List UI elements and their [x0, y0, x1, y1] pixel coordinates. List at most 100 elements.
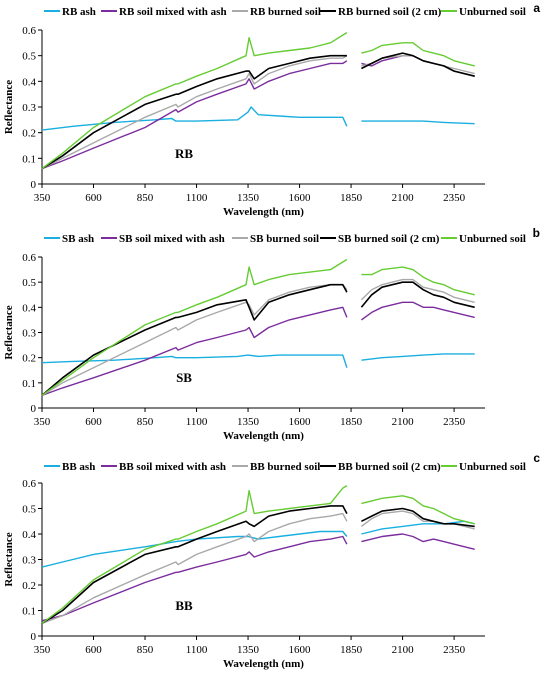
series-line-4-segment-2: [360, 281, 475, 309]
panel-label: BB: [175, 598, 193, 613]
x-tick-label: 850: [137, 192, 154, 204]
legend-entry: BB burned soil: [250, 461, 320, 473]
legend-entry: SB burned soil: [250, 233, 319, 245]
y-axis-title: Reflectance: [3, 80, 15, 134]
series-line-1-segment-1: [41, 106, 348, 131]
series-line-1-segment-2: [361, 120, 475, 125]
x-tick-label: 2100: [392, 644, 415, 656]
series-line-4-segment-2: [361, 507, 475, 528]
legend-entry: RB ash: [62, 6, 96, 18]
x-tick-label: 1350: [237, 644, 260, 656]
x-tick-label: 2100: [392, 416, 415, 428]
y-tick-label: 0.5: [22, 51, 36, 63]
x-tick-label: 1600: [289, 192, 312, 204]
y-tick-label: 0.4: [22, 529, 36, 541]
y-tick-label: 0.6: [22, 478, 36, 490]
series-line-5-segment-2: [361, 266, 475, 296]
x-tick-label: 350: [34, 416, 51, 428]
x-tick-label: 2100: [392, 192, 415, 204]
x-tick-label: 2350: [443, 192, 466, 204]
panel-label: RB: [175, 146, 193, 161]
chart-panel-c: 0 0.1 0.2 0.3 0.4 0.5 0.6 350 600 850 1100 1350 1600…: [3, 451, 540, 670]
y-tick-label: 0: [31, 179, 37, 191]
y-tick-label: 0.5: [22, 504, 36, 516]
series-line-3-segment-1: [41, 284, 348, 396]
y-tick-label: 0.6: [22, 252, 36, 264]
y-tick-label: 0.3: [22, 102, 36, 114]
y-axis-title: Reflectance: [3, 305, 15, 359]
y-tick-label: 0.4: [22, 302, 36, 314]
x-tick-label: 2350: [443, 416, 466, 428]
series-line-3-segment-1: [41, 55, 348, 170]
x-axis-title: Wavelength (nm): [223, 658, 304, 670]
x-tick-label: 1100: [186, 644, 208, 656]
y-tick-label: 0.1: [22, 153, 36, 165]
x-tick-label: 1600: [289, 644, 312, 656]
legend-entry: RB burned soil (2 cm): [338, 6, 442, 18]
series-line-1-segment-2: [361, 520, 475, 535]
legend-entry: BB burned soil (2 cm): [338, 461, 441, 473]
y-tick-label: 0.2: [22, 128, 36, 140]
y-tick-label: 0.1: [22, 606, 36, 618]
series-line-1-segment-2: [361, 353, 475, 361]
legend-entry: RB burned soil: [250, 6, 321, 18]
x-tick-label: 2350: [443, 644, 466, 656]
panel-letter: a: [533, 1, 540, 15]
x-tick-label: 850: [137, 644, 154, 656]
y-tick-label: 0.1: [22, 378, 36, 390]
y-tick-label: 0: [31, 403, 37, 415]
y-axis-title: Reflectance: [3, 532, 15, 586]
legend-entry: RB soil mixed with ash: [119, 6, 227, 18]
y-tick-label: 0.2: [22, 353, 36, 365]
series-line-4-segment-1: [41, 505, 348, 624]
x-tick-label: 350: [34, 192, 51, 204]
legend-entry: BB soil mixed with ash: [119, 461, 226, 473]
legend-entry: BB ash: [62, 461, 95, 473]
panel-letter: b: [533, 226, 540, 240]
series-line-1-segment-1: [41, 354, 348, 368]
x-tick-label: 600: [85, 192, 102, 204]
series-line-5-segment-2: [361, 42, 475, 67]
x-tick-label: 1100: [186, 192, 208, 204]
panel-letter: c: [533, 451, 540, 465]
series-line-2-segment-1: [41, 535, 348, 622]
chart-panel-a: 0 0.1 0.2 0.3 0.4 0.5 0.6 350 600 850 1100 1350 1600…: [3, 1, 540, 218]
series-line-5-segment-1: [41, 485, 348, 624]
series-line-2-segment-1: [41, 306, 348, 397]
y-tick-label: 0.2: [22, 580, 36, 592]
y-tick-label: 0: [31, 631, 37, 643]
legend-entry: SB burned soil (2 cm): [338, 233, 440, 245]
legend-entry: SB soil mixed with ash: [119, 233, 225, 245]
y-tick-label: 0.5: [22, 277, 36, 289]
series-line-5-segment-1: [41, 32, 348, 170]
y-tick-label: 0.4: [22, 76, 36, 88]
y-tick-label: 0.3: [22, 328, 36, 340]
series-line-3-segment-1: [41, 512, 348, 624]
series-line-2-segment-1: [41, 60, 348, 170]
y-tick-label: 0.3: [22, 555, 36, 567]
chart-panel-b: 0 0.1 0.2 0.3 0.4 0.5 0.6 350 600 850 1100 1350 1600…: [3, 226, 540, 442]
series-line-5-segment-2: [361, 495, 475, 525]
x-tick-label: 1100: [186, 416, 208, 428]
series-line-1-segment-1: [41, 530, 348, 568]
x-tick-label: 1850: [340, 192, 363, 204]
series-line-4-segment-1: [41, 283, 348, 397]
series-line-4-segment-1: [41, 54, 347, 170]
legend-entry: SB ash: [62, 233, 94, 245]
legend-entry: Unburned soil: [459, 6, 526, 18]
series-line-4-segment-2: [361, 52, 475, 77]
series-line-2-segment-2: [360, 301, 475, 321]
x-tick-label: 1600: [289, 416, 312, 428]
x-tick-label: 600: [85, 644, 102, 656]
legend-entry: Unburned soil: [459, 461, 526, 473]
panel-label: SB: [176, 370, 192, 385]
x-tick-label: 1850: [340, 644, 363, 656]
x-tick-label: 600: [85, 416, 102, 428]
legend-entry: Unburned soil: [459, 233, 526, 245]
x-tick-label: 850: [137, 416, 154, 428]
series-line-5-segment-1: [41, 258, 348, 396]
x-axis-title: Wavelength (nm): [223, 206, 304, 218]
x-tick-label: 1350: [237, 416, 260, 428]
x-tick-label: 1350: [237, 192, 260, 204]
